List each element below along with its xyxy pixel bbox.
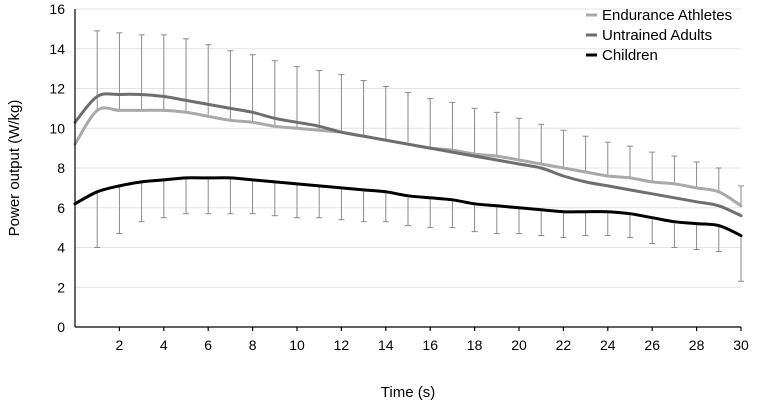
x-tick-label: 30: [733, 337, 749, 353]
series-lines: [73, 92, 743, 238]
x-tick-label: 8: [249, 337, 257, 353]
y-tick-label: 16: [49, 1, 65, 17]
x-tick-label: 4: [160, 337, 168, 353]
x-tick-label: 26: [644, 337, 660, 353]
y-tick-label: 8: [57, 160, 65, 176]
series-line-untrained-adults: [73, 92, 743, 218]
legend-label: Endurance Athletes: [602, 7, 732, 24]
legend-label: Children: [602, 47, 658, 64]
y-tick-label: 4: [57, 240, 65, 256]
y-tick-label: 12: [49, 81, 65, 97]
x-axis-title: Time (s): [381, 384, 435, 401]
series-line-children: [73, 176, 743, 238]
x-tick-label: 10: [289, 337, 305, 353]
y-axis-title: Power output (W/kg): [6, 100, 23, 237]
x-tick-label: 20: [511, 337, 527, 353]
legend: Endurance Athletes Untrained Adults Childr…: [586, 7, 732, 64]
x-tick-label: 2: [116, 337, 124, 353]
y-tick-label: 6: [57, 200, 65, 216]
x-tick-label: 16: [422, 337, 438, 353]
x-tick-label: 22: [556, 337, 572, 353]
x-tick-label: 28: [689, 337, 705, 353]
x-tick-label: 24: [600, 337, 616, 353]
x-tick-label: 12: [334, 337, 350, 353]
y-tick-label: 0: [57, 319, 65, 335]
x-tick-label: 18: [467, 337, 483, 353]
legend-label: Untrained Adults: [602, 27, 712, 44]
x-tick-label: 6: [204, 337, 212, 353]
y-tick-label: 14: [49, 41, 65, 57]
x-tick-label: 14: [378, 337, 394, 353]
axes: [74, 9, 741, 328]
y-tick-label: 2: [57, 279, 65, 295]
error-bars: [94, 30, 744, 282]
y-tick-label: 10: [49, 120, 65, 136]
